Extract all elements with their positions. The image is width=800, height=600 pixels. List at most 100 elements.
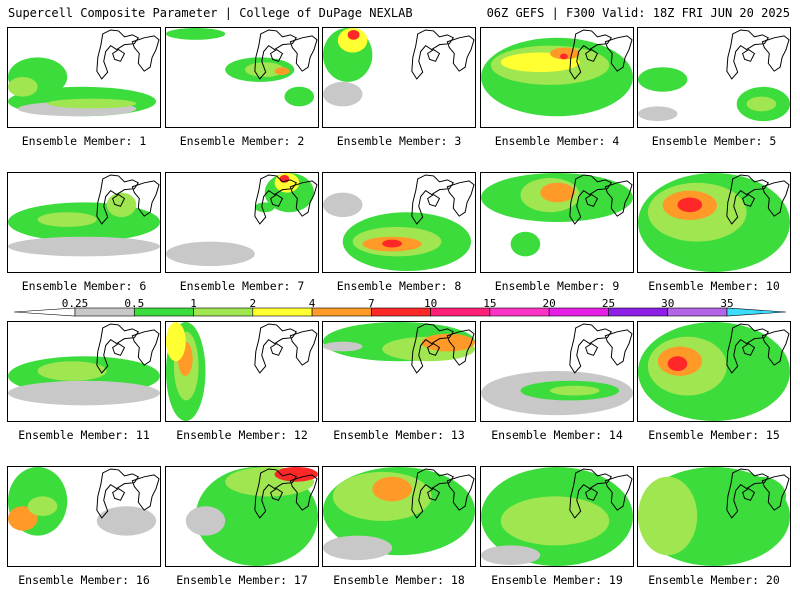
ensemble-panel-15 (637, 321, 791, 422)
contour-area (677, 197, 703, 213)
contour-area (559, 53, 568, 60)
great-lakes-outline (254, 29, 318, 80)
scale-tick-label: 0.5 (124, 297, 145, 310)
contour-area (510, 231, 541, 257)
ensemble-member-label: Ensemble Member: 2 (179, 134, 305, 148)
contour-area (166, 28, 226, 40)
scale-tick-label: 15 (483, 297, 497, 310)
ensemble-member-label: Ensemble Member: 8 (336, 279, 462, 293)
contour-area (638, 106, 678, 122)
contour-area (550, 385, 600, 396)
scp-field-map (8, 467, 160, 536)
ensemble-panel-16 (7, 466, 161, 567)
scp-field-map (638, 173, 790, 272)
ensemble-panel-17 (165, 466, 319, 567)
scp-field-map (481, 467, 633, 566)
contour-area (638, 476, 698, 556)
contour-area (8, 380, 160, 406)
ensemble-panel-10 (637, 172, 791, 273)
ensemble-panel-5 (637, 27, 791, 128)
contour-area (500, 496, 610, 546)
ensemble-member-label: Ensemble Member: 14 (491, 428, 623, 442)
contour-area (323, 192, 363, 218)
ensemble-member-label: Ensemble Member: 1 (21, 134, 147, 148)
scale-tick-label: 20 (542, 297, 556, 310)
contour-area (8, 77, 38, 97)
ensemble-panel-9 (480, 172, 634, 273)
ensemble-panel-6 (7, 172, 161, 273)
great-lakes-outline (411, 323, 475, 374)
scp-field-map (166, 28, 318, 107)
contour-area (667, 356, 688, 372)
scp-field-map (481, 29, 633, 117)
scp-field-map (481, 173, 633, 257)
ensemble-member-label: Ensemble Member: 4 (494, 134, 620, 148)
ensemble-member-label: Ensemble Member: 7 (179, 279, 305, 293)
contour-area (254, 202, 275, 213)
scale-bin (608, 307, 669, 317)
contour-area (166, 241, 255, 267)
great-lakes-outline (254, 323, 318, 374)
great-lakes-outline (254, 174, 318, 225)
scale-bin (193, 307, 254, 317)
scale-bin (311, 307, 372, 317)
contour-area (27, 496, 58, 517)
ensemble-member-label: Ensemble Member: 3 (336, 134, 462, 148)
ensemble-panel-1 (7, 27, 161, 128)
great-lakes-outline (411, 29, 475, 80)
ensemble-panel-2 (165, 27, 319, 128)
scp-field-map (481, 323, 633, 416)
contour-area (274, 67, 290, 76)
ensemble-member-label: Ensemble Member: 19 (491, 573, 623, 587)
contour-area (284, 86, 315, 107)
great-lakes-outline (569, 174, 633, 225)
contour-area (47, 98, 137, 109)
ensemble-member-label: Ensemble Member: 17 (176, 573, 308, 587)
contour-area (746, 96, 777, 112)
great-lakes-outline (96, 29, 160, 80)
contour-area (8, 506, 38, 531)
ensemble-panel-3 (322, 27, 476, 128)
great-lakes-outline (569, 323, 633, 374)
scale-tick-label: 2 (249, 297, 257, 310)
ensemble-member-label: Ensemble Member: 9 (494, 279, 620, 293)
scale-tick-label: 25 (601, 297, 616, 310)
great-lakes-outline (726, 174, 790, 225)
great-lakes-outline (96, 323, 160, 374)
great-lakes-outline (726, 468, 790, 519)
great-lakes-outline (726, 29, 790, 80)
contour-area (323, 535, 393, 561)
contour-area (421, 333, 475, 352)
scp-field-map (323, 174, 475, 272)
scale-bin (667, 307, 728, 317)
contour-area (96, 506, 157, 536)
ensemble-panel-18 (322, 466, 476, 567)
contour-area (382, 239, 402, 248)
contour-area (638, 67, 688, 92)
ensemble-member-label: Ensemble Member: 10 (648, 279, 780, 293)
scp-field-map (638, 29, 790, 122)
scp-field-map (323, 322, 475, 374)
scale-tick-label: 1 (190, 297, 197, 310)
contour-area (185, 506, 226, 536)
scale-tick-label: 0.25 (61, 297, 89, 310)
scp-field-map (323, 467, 475, 561)
contour-area (37, 212, 97, 227)
ensemble-panel-19 (480, 466, 634, 567)
ensemble-panel-4 (480, 27, 634, 128)
great-lakes-outline (411, 468, 475, 519)
ensemble-panel-12 (165, 321, 319, 422)
ensemble-member-label: Ensemble Member: 20 (648, 573, 780, 587)
scp-field-map (8, 29, 160, 117)
great-lakes-outline (96, 468, 160, 519)
scale-tick-label: 7 (368, 297, 375, 310)
scale-bin (430, 307, 491, 317)
scp-field-map (638, 322, 790, 421)
ensemble-member-label: Ensemble Member: 5 (651, 134, 777, 148)
ensemble-member-label: Ensemble Member: 12 (176, 428, 308, 442)
contour-area (8, 236, 160, 257)
contour-area (323, 341, 363, 352)
ensemble-member-label: Ensemble Member: 6 (21, 279, 147, 293)
scale-bin (252, 307, 313, 317)
scale-bin (489, 307, 550, 317)
